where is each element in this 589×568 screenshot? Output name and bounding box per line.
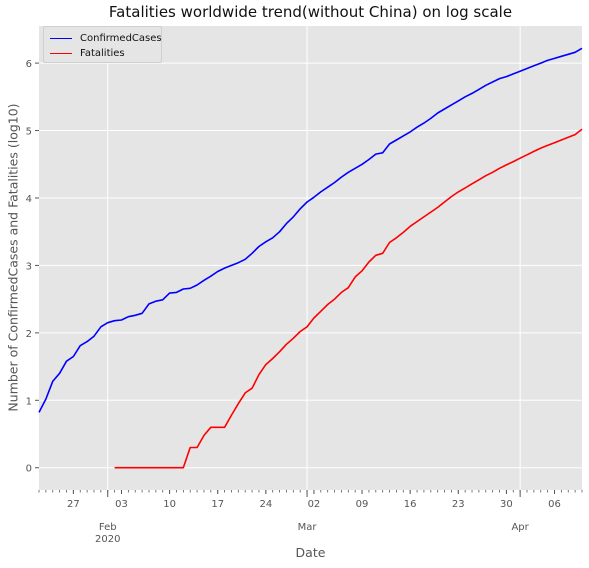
- x-tick-label: 30: [500, 499, 513, 510]
- x-year-label: 2020: [95, 534, 120, 545]
- x-tick-label: 16: [404, 499, 417, 510]
- series-line-confirmedcases: [38, 47, 583, 413]
- legend-swatch-confirmed: [50, 37, 72, 39]
- legend: ConfirmedCases Fatalities: [43, 26, 162, 63]
- y-tick-label: 3: [26, 261, 32, 272]
- plot-background: [39, 26, 582, 490]
- x-tick-label: 06: [548, 499, 561, 510]
- x-tick-label: 10: [163, 499, 176, 510]
- x-axis-label: Date: [295, 545, 326, 560]
- chart-title: Fatalities worldwide trend(without China…: [108, 3, 513, 21]
- x-tick-label: 17: [211, 499, 224, 510]
- x-tick-label: 02: [308, 499, 321, 510]
- x-month-label: Feb: [99, 522, 117, 533]
- x-tick-label: 03: [115, 499, 128, 510]
- y-tick-label: 2: [26, 329, 32, 340]
- x-month-label: Mar: [298, 522, 318, 533]
- y-axis-label: Number of ConfirmedCases and Fatalities …: [5, 103, 21, 412]
- y-tick-label: 5: [26, 127, 32, 138]
- legend-label-confirmed: ConfirmedCases: [80, 32, 162, 44]
- grid-lines: [39, 26, 582, 490]
- x-tick-label: 09: [356, 499, 369, 510]
- x-tick-label: 24: [259, 499, 272, 510]
- x-tick-label: 27: [67, 499, 80, 510]
- series-lines: [38, 47, 583, 469]
- legend-label-fatalities: Fatalities: [80, 47, 125, 59]
- y-tick-label: 4: [26, 194, 32, 205]
- x-month-label: Apr: [511, 522, 529, 533]
- series-line-fatalities: [114, 128, 583, 469]
- x-tick-label: 23: [452, 499, 465, 510]
- y-tick-label: 6: [26, 59, 32, 70]
- y-tick-label: 0: [26, 464, 32, 475]
- y-tick-label: 1: [26, 396, 32, 407]
- legend-swatch-fatalities: [50, 52, 72, 54]
- legend-item-confirmed: ConfirmedCases: [50, 31, 162, 45]
- legend-item-fatalities: Fatalities: [50, 46, 125, 60]
